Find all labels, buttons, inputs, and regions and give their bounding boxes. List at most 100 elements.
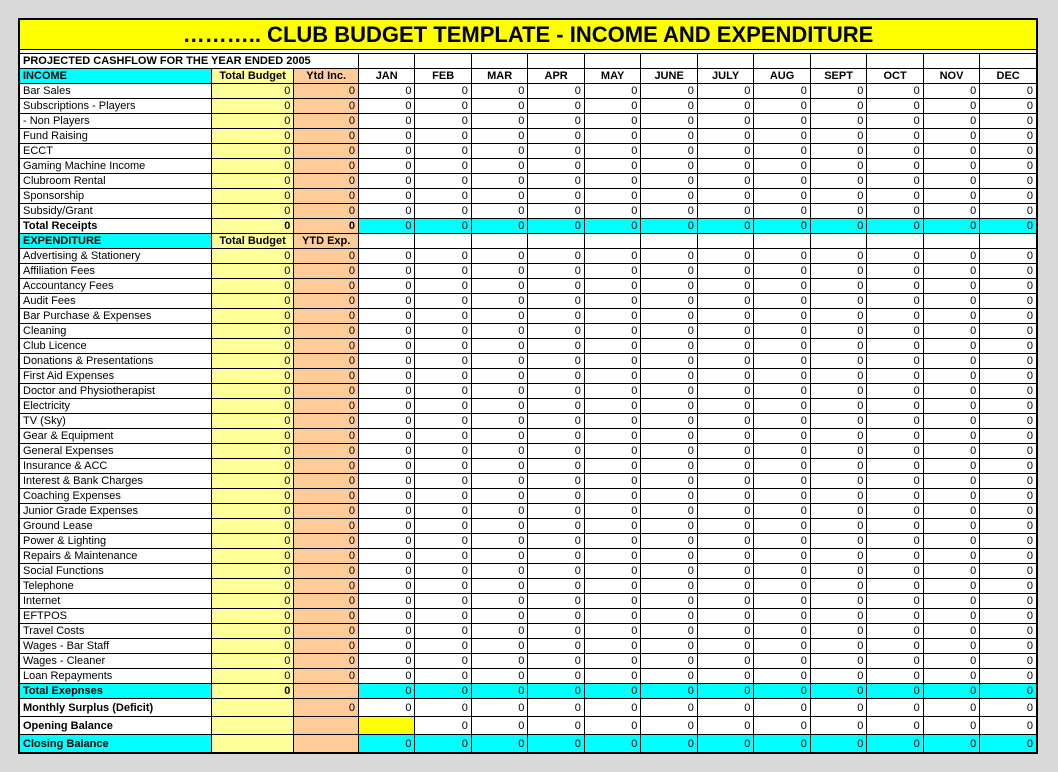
month-cell: 0: [528, 144, 584, 159]
month-cell: 0: [697, 264, 753, 279]
month-cell: 0: [641, 669, 697, 684]
month-cell: 0: [810, 114, 866, 129]
month-cell: 0: [415, 354, 471, 369]
month-cell: 0: [358, 594, 414, 609]
surplus-month: 0: [415, 699, 471, 717]
budget-cell: 0: [211, 489, 294, 504]
month-cell: 0: [923, 159, 979, 174]
ytd-cell: 0: [294, 429, 359, 444]
month-cell: 0: [867, 369, 923, 384]
month-cell: 0: [528, 84, 584, 99]
month-cell: 0: [584, 654, 640, 669]
surplus-ytd: 0: [294, 699, 359, 717]
month-cell: 0: [528, 339, 584, 354]
ytd-cell: 0: [294, 534, 359, 549]
month-cell: 0: [358, 549, 414, 564]
month-cell: 0: [810, 579, 866, 594]
month-cell: 0: [528, 639, 584, 654]
total-expenses-month: 0: [415, 684, 471, 699]
ytd-cell: 0: [294, 114, 359, 129]
expenditure-row-label: Wages - Bar Staff: [20, 639, 212, 654]
month-cell: 0: [528, 174, 584, 189]
expenditure-row-label: Club Licence: [20, 339, 212, 354]
month-cell: 0: [358, 99, 414, 114]
month-cell: 0: [641, 159, 697, 174]
month-cell: 0: [754, 384, 810, 399]
opening-budget: [211, 717, 294, 735]
budget-cell: 0: [211, 624, 294, 639]
month-cell: 0: [528, 549, 584, 564]
month-cell: 0: [584, 144, 640, 159]
month-cell: 0: [415, 669, 471, 684]
month-cell: 0: [867, 564, 923, 579]
blank-cell: [697, 234, 753, 249]
month-cell: 0: [415, 189, 471, 204]
month-cell: 0: [358, 669, 414, 684]
blank-cell: [415, 234, 471, 249]
expenditure-header-budget: Total Budget: [211, 234, 294, 249]
budget-cell: 0: [211, 609, 294, 624]
month-cell: 0: [754, 669, 810, 684]
blank-cell: [754, 54, 810, 69]
month-cell: 0: [697, 579, 753, 594]
month-cell: 0: [641, 609, 697, 624]
month-cell: 0: [980, 639, 1037, 654]
month-cell: 0: [754, 294, 810, 309]
month-cell: 0: [641, 549, 697, 564]
month-cell: 0: [471, 534, 527, 549]
budget-cell: 0: [211, 279, 294, 294]
month-cell: 0: [980, 264, 1037, 279]
month-cell: 0: [584, 174, 640, 189]
budget-cell: 0: [211, 159, 294, 174]
total-expenses-month: 0: [528, 684, 584, 699]
opening-month: 0: [980, 717, 1037, 735]
ytd-cell: 0: [294, 489, 359, 504]
budget-cell: 0: [211, 504, 294, 519]
month-cell: 0: [867, 264, 923, 279]
budget-cell: 0: [211, 294, 294, 309]
month-cell: 0: [867, 129, 923, 144]
month-cell: 0: [471, 309, 527, 324]
surplus-month: 0: [471, 699, 527, 717]
month-cell: 0: [697, 129, 753, 144]
month-cell: 0: [980, 159, 1037, 174]
opening-month: 0: [810, 717, 866, 735]
month-cell: 0: [471, 429, 527, 444]
month-cell: 0: [923, 429, 979, 444]
month-cell: 0: [923, 654, 979, 669]
month-cell: 0: [641, 84, 697, 99]
month-cell: 0: [641, 414, 697, 429]
month-cell: 0: [584, 204, 640, 219]
month-cell: 0: [980, 309, 1037, 324]
month-cell: 0: [697, 354, 753, 369]
month-cell: 0: [415, 204, 471, 219]
month-cell: 0: [867, 444, 923, 459]
month-cell: 0: [697, 444, 753, 459]
month-cell: 0: [697, 504, 753, 519]
ytd-cell: 0: [294, 189, 359, 204]
month-cell: 0: [754, 264, 810, 279]
month-cell: 0: [358, 159, 414, 174]
month-cell: 0: [923, 204, 979, 219]
surplus-month: 0: [923, 699, 979, 717]
month-cell: 0: [754, 639, 810, 654]
month-cell: 0: [810, 354, 866, 369]
month-cell: 0: [358, 264, 414, 279]
expenditure-row-label: Cleaning: [20, 324, 212, 339]
month-cell: 0: [415, 594, 471, 609]
month-cell: 0: [923, 474, 979, 489]
month-cell: 0: [810, 84, 866, 99]
budget-cell: 0: [211, 534, 294, 549]
blank-cell: [867, 54, 923, 69]
month-cell: 0: [415, 114, 471, 129]
month-cell: 0: [810, 279, 866, 294]
month-cell: 0: [697, 639, 753, 654]
month-cell: 0: [923, 534, 979, 549]
month-cell: 0: [584, 249, 640, 264]
month-cell: 0: [471, 519, 527, 534]
month-cell: 0: [754, 489, 810, 504]
month-cell: 0: [415, 504, 471, 519]
month-cell: 0: [641, 189, 697, 204]
month-cell: 0: [980, 204, 1037, 219]
month-cell: 0: [641, 504, 697, 519]
